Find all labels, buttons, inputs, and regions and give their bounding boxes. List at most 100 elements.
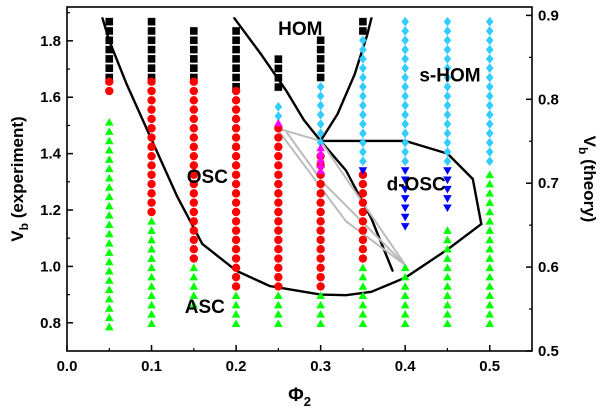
marker-circle-1-35 <box>189 245 199 254</box>
marker-triangle-up-2-5 <box>104 164 114 173</box>
marker-square-0-34 <box>316 64 325 72</box>
marker-square-0-0 <box>105 17 114 26</box>
marker-triangle-up-2-26 <box>147 244 156 253</box>
marker-triangle-up-2-89 <box>485 282 495 290</box>
marker-circle-1-87 <box>316 245 325 254</box>
marker-circle-1-2 <box>147 77 156 86</box>
plot-area: HOM s-HOM OSC d-OSC ASC <box>101 16 495 331</box>
right-y-tick-label: 0.9 <box>538 7 559 24</box>
marker-triangle-up-2-13 <box>104 238 114 247</box>
marker-diamond-3-52 <box>443 137 452 148</box>
marker-square-0-26 <box>232 82 240 91</box>
marker-circle-1-88 <box>316 254 325 263</box>
marker-circle-1-8 <box>147 133 156 142</box>
marker-circle-1-40 <box>231 114 241 124</box>
marker-triangle-up-2-54 <box>358 282 368 290</box>
marker-diamond-3-70 <box>485 156 494 167</box>
marker-circle-1-13 <box>147 179 156 189</box>
marker-square-0-9 <box>147 36 156 45</box>
marker-triangle-up-2-74 <box>443 300 452 309</box>
marker-circle-1-68 <box>274 207 283 217</box>
marker-circle-1-22 <box>189 124 199 133</box>
marker-triangle-down-4-8 <box>443 167 452 175</box>
marker-square-0-13 <box>147 73 156 82</box>
marker-circle-1-1 <box>105 86 114 96</box>
marker-square-0-6 <box>105 73 114 82</box>
marker-circle-1-83 <box>316 207 325 217</box>
marker-diamond-3-7 <box>316 128 325 139</box>
marker-circle-1-63 <box>274 161 283 170</box>
marker-square-0-2 <box>105 36 114 45</box>
marker-circle-1-27 <box>189 170 199 179</box>
marker-diamond-3-18 <box>359 119 367 129</box>
marker-circle-1-58 <box>231 282 241 291</box>
marker-circle-1-47 <box>231 179 241 189</box>
marker-diamond-3-4 <box>316 100 325 111</box>
marker-diamond-3-64 <box>485 100 494 111</box>
marker-circle-1-54 <box>231 245 241 254</box>
marker-triangle-up-2-64 <box>400 310 410 318</box>
marker-triangle-up-2-68 <box>443 244 452 253</box>
left-y-tick-label: 0.8 <box>40 315 61 332</box>
marker-triangle-up-5-1 <box>316 143 325 152</box>
marker-circle-1-46 <box>231 170 241 179</box>
marker-circle-1-5 <box>147 105 156 114</box>
marker-triangle-up-2-4 <box>104 155 114 163</box>
marker-diamond-3-69 <box>485 147 494 157</box>
marker-triangle-up-2-81 <box>485 207 495 216</box>
marker-triangle-up-2-47 <box>274 319 283 327</box>
marker-square-0-3 <box>105 45 114 54</box>
marker-triangle-up-2-49 <box>316 300 325 309</box>
marker-square-0-19 <box>190 73 198 82</box>
marker-circle-1-10 <box>147 151 156 161</box>
marker-triangle-up-2-38 <box>189 291 199 300</box>
marker-circle-1-14 <box>147 189 156 198</box>
marker-triangle-up-2-7 <box>104 183 114 191</box>
marker-circle-1-16 <box>147 207 156 217</box>
marker-triangle-up-2-30 <box>147 282 156 290</box>
marker-circle-1-76 <box>274 282 283 291</box>
marker-circle-1-96 <box>358 207 368 217</box>
marker-circle-1-74 <box>274 263 283 273</box>
marker-diamond-3-46 <box>443 81 452 92</box>
marker-triangle-up-2-33 <box>147 310 156 318</box>
marker-diamond-3-16 <box>359 100 367 111</box>
right-y-tick-label: 0.7 <box>538 175 559 192</box>
marker-diamond-3-23 <box>401 16 409 27</box>
marker-triangle-up-2-32 <box>147 300 156 309</box>
boundary-curve-0 <box>101 17 483 297</box>
marker-circle-1-12 <box>147 170 156 179</box>
x-axis-label: Φ2 <box>288 385 311 409</box>
marker-triangle-up-2-25 <box>147 235 156 244</box>
marker-circle-1-94 <box>358 189 368 198</box>
marker-triangle-up-2-1 <box>104 127 114 135</box>
marker-triangle-up-2-79 <box>485 189 495 197</box>
marker-triangle-up-2-22 <box>104 322 114 331</box>
marker-circle-1-71 <box>274 235 283 245</box>
marker-triangle-up-2-90 <box>485 291 495 300</box>
marker-diamond-3-9 <box>359 35 367 46</box>
marker-circle-1-52 <box>231 226 241 235</box>
marker-circle-1-100 <box>358 245 368 254</box>
marker-triangle-up-2-8 <box>104 192 114 201</box>
x-tick-label: 0.1 <box>141 358 162 375</box>
marker-diamond-3-36 <box>401 137 409 148</box>
marker-triangle-up-2-75 <box>443 310 452 318</box>
marker-triangle-up-2-19 <box>104 294 114 303</box>
marker-triangle-up-2-43 <box>231 319 241 327</box>
marker-circle-1-84 <box>316 217 325 226</box>
marker-triangle-up-2-77 <box>485 170 495 179</box>
marker-triangle-up-2-82 <box>485 216 495 225</box>
marker-circle-1-32 <box>189 217 199 226</box>
marker-diamond-3-54 <box>443 156 452 167</box>
marker-square-0-29 <box>274 73 283 82</box>
marker-triangle-down-4-10 <box>443 185 452 194</box>
marker-triangle-up-2-71 <box>443 272 452 281</box>
marker-circle-1-26 <box>189 161 199 170</box>
marker-circle-1-42 <box>231 133 241 142</box>
marker-diamond-3-32 <box>401 100 409 111</box>
marker-diamond-3-21 <box>359 147 367 157</box>
marker-diamond-3-66 <box>485 119 494 129</box>
marker-triangle-up-2-21 <box>104 313 114 322</box>
left-y-axis-label-suffix: (experiment) <box>8 116 27 223</box>
